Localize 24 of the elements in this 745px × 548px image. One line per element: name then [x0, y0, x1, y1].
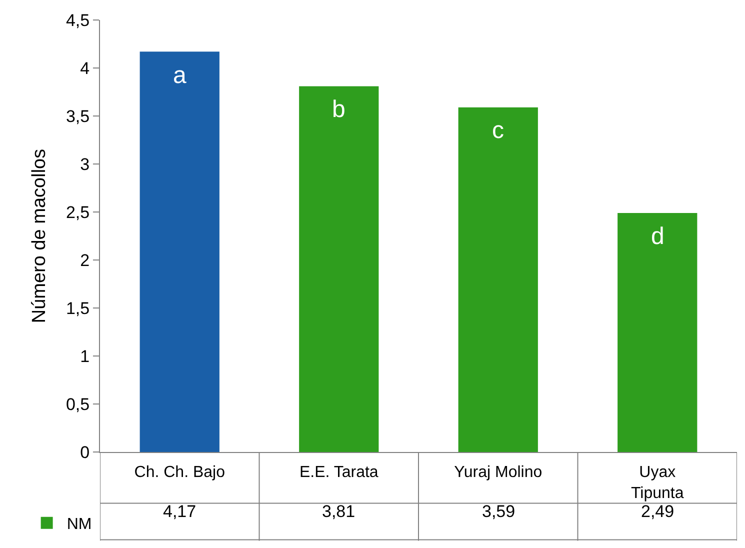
y-tick-label: 4,5 [66, 10, 90, 30]
annotation: a [173, 62, 187, 89]
data-label: 3,81 [322, 502, 356, 521]
y-tick-label: 1,5 [66, 298, 90, 318]
y-tick-label: 0,5 [66, 394, 90, 414]
y-axis-title: Número de macollos [28, 148, 50, 324]
legend-label: NM [66, 516, 92, 534]
x-tick-label: Ch. Ch. Bajo [134, 464, 226, 482]
y-tick-label: 2,5 [66, 202, 90, 222]
y-tick-label: 1 [80, 346, 90, 366]
y-tick-label: 0 [80, 442, 90, 462]
annotation: b [332, 96, 346, 123]
x-tick-label: E.E. Tarata [299, 464, 378, 482]
y-tick-label: 3,5 [66, 106, 90, 126]
y-tick-label: 3 [80, 154, 90, 174]
y-tick-label: 4 [80, 58, 90, 78]
x-tick-label: Uyax Tipunta [630, 464, 684, 502]
data-label: 3,59 [482, 502, 516, 521]
annotation: c [492, 117, 504, 144]
data-label: 2,49 [641, 502, 674, 521]
x-tick-label: Yuraj Molino [454, 464, 542, 482]
data-label: 4,17 [163, 502, 196, 521]
annotation: d [651, 223, 664, 250]
y-tick-label: 2 [80, 250, 90, 270]
